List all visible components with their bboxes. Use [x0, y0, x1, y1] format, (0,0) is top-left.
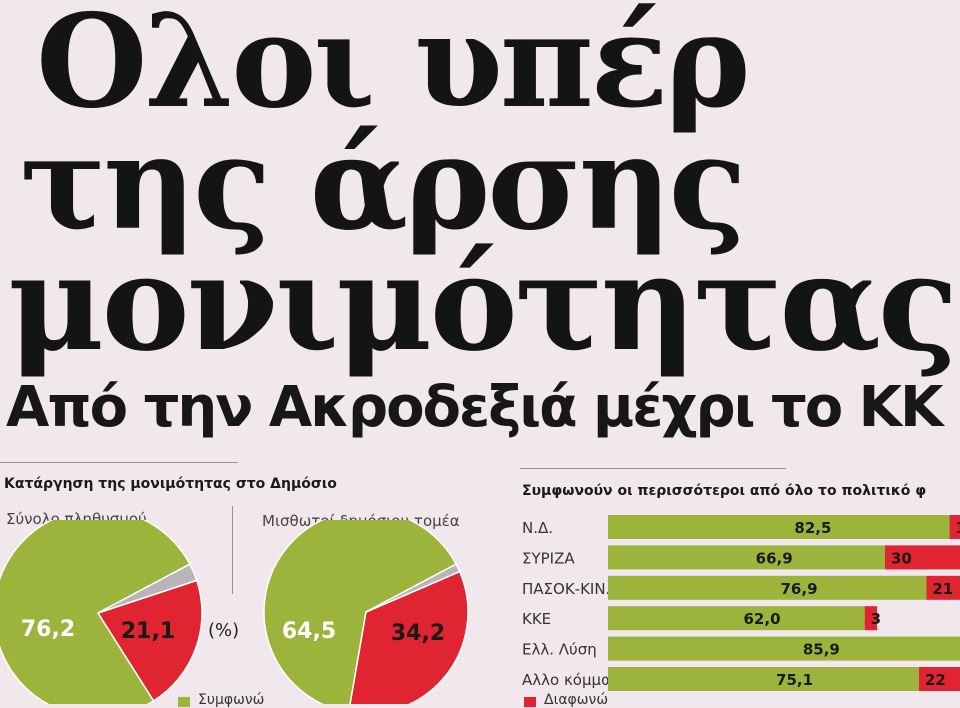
bar-agree-value: 66,9 [756, 549, 793, 567]
bar-disagree [884, 545, 960, 570]
bar-disagree [864, 606, 878, 631]
headline-line-3: μονιμότητας [8, 226, 958, 381]
bar-category-label: Αλλο κόμμα [522, 671, 611, 689]
bar-disagree [926, 575, 960, 600]
bar-category-label: Ν.Δ. [522, 519, 553, 537]
bar-agree [608, 636, 960, 661]
bar-agree [608, 515, 950, 539]
bar-category-label: Ελλ. Λύση [522, 641, 597, 659]
legend-agree-text: Συμφωνώ [198, 692, 265, 708]
bar-category-label: ΣΥΡΙΖΑ [522, 549, 575, 567]
pie-separator [232, 506, 233, 594]
pie-slice-2 [365, 563, 461, 613]
pie-chart-total-population: 76,2 21,1 [0, 520, 203, 704]
pie-chart-public-employees: 64,5 34,2 [263, 520, 469, 704]
bar-agree [608, 575, 927, 600]
pie-slice-0 [263, 520, 458, 704]
bar-disagree-value: 14 [956, 519, 960, 537]
bar-disagree-value: 30 [891, 549, 912, 567]
bar-disagree [949, 515, 960, 539]
bar-agree-value: 75,1 [776, 671, 813, 689]
left-section-title: Κατάργηση της μονιμότητας στο Δημόσιο [4, 476, 337, 492]
pie-slice-1 [349, 570, 469, 704]
legend-disagree-swatch [524, 697, 536, 707]
bar-agree-value: 85,9 [803, 641, 840, 659]
pie-value-label-0: 76,2 [21, 617, 75, 642]
left-section-rule [0, 462, 238, 463]
bar-agree [608, 606, 865, 631]
right-section-rule [520, 468, 786, 469]
headline-line-2: της άρσης [20, 109, 747, 259]
subheadline: Από την Ακροδεξιά μέχρι το ΚΚ [6, 375, 943, 440]
bar-disagree-value: 22 [925, 671, 946, 689]
pie-slice-1 [96, 579, 203, 702]
headline-line-1: Ολοι υπέρ [36, 0, 751, 137]
pie-value-label-1: 21,1 [121, 619, 175, 644]
bar-disagree-value: 21 [932, 580, 953, 598]
pie-value-label-0: 64,5 [282, 619, 336, 644]
bar-disagree [918, 667, 960, 691]
headline: Ολοι υπέρ της άρσης μονιμότητας [8, 0, 958, 381]
bar-agree-value: 76,9 [781, 580, 818, 598]
pie-slice-2 [97, 563, 198, 614]
right-section-title: Συμφωνούν οι περισσότεροι από όλο το πολ… [522, 483, 927, 499]
bar-agree-value: 62,0 [744, 610, 781, 628]
pie-value-label-1: 34,2 [391, 621, 445, 646]
bar-agree [608, 667, 919, 691]
percent-unit: (%) [208, 620, 240, 641]
bar-agree [608, 545, 885, 570]
pie-charts: 76,2 21,1 64,5 34,2 [0, 520, 469, 704]
legend-agree-swatch [178, 697, 190, 707]
pie-slice-0 [0, 520, 191, 704]
bar-category-label: ΚΚΕ [522, 610, 551, 628]
bar-disagree-value: 3 [871, 610, 881, 628]
bar-category-label: ΠΑΣΟΚ-ΚΙΝ.ΑΛ. [522, 580, 636, 598]
bar-agree-value: 82,5 [794, 519, 831, 537]
legend-disagree-text: Διαφωνώ [544, 692, 609, 708]
